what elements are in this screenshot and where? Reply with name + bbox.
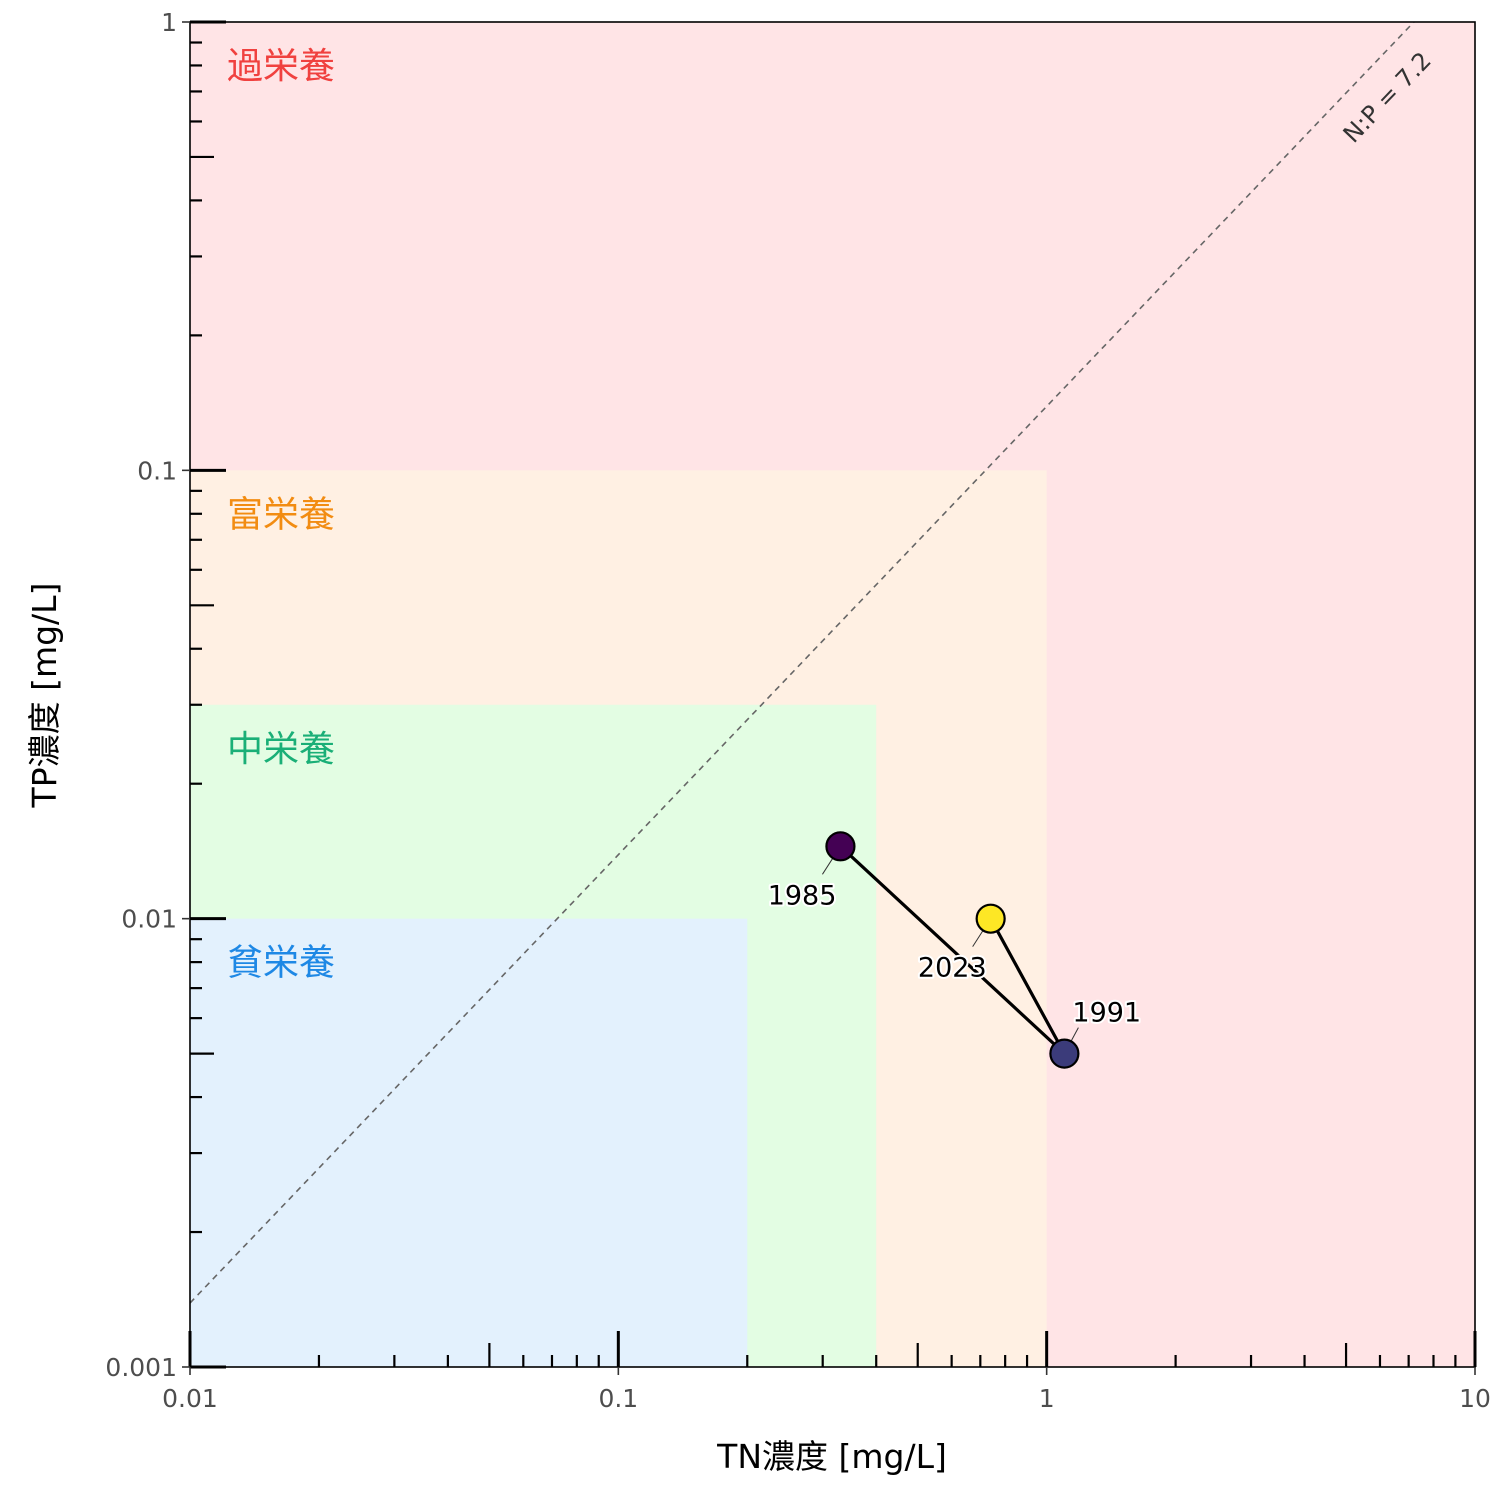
plot-border xyxy=(189,21,1476,1368)
y-tick-label-1: 0.01 xyxy=(121,905,177,934)
point-label-1991: 1991 xyxy=(1072,998,1141,1029)
point-label-1985: 1985 xyxy=(768,880,837,911)
zone-label-2: 中栄養 xyxy=(227,729,335,770)
zone-label-1: 富栄養 xyxy=(227,494,335,535)
y-tick-label-3: 1 xyxy=(161,8,177,37)
x-tick-label-1: 0.1 xyxy=(598,1384,638,1413)
zone-rect-3 xyxy=(190,918,748,1367)
data-points: 1985 1991 2023 xyxy=(766,831,1143,1069)
zone-label-3: 貧栄養 xyxy=(227,943,335,984)
point-1985 xyxy=(825,831,856,862)
zone-label-0: 過栄養 xyxy=(227,46,335,87)
point-2023 xyxy=(975,903,1006,934)
y-axis-title: TP濃度 [mg/L] xyxy=(25,583,64,809)
point-1991 xyxy=(1049,1038,1080,1069)
ratio-line xyxy=(189,21,1415,1304)
point-label-2023: 2023 xyxy=(918,953,987,984)
x-tick-label-0: 0.01 xyxy=(162,1384,218,1413)
x-tick-label-3: 10 xyxy=(1459,1384,1491,1413)
x-axis-title: TN濃度 [mg/L] xyxy=(716,1437,947,1476)
y-tick-label-0: 0.001 xyxy=(105,1353,177,1382)
plot-frame xyxy=(189,21,1476,1368)
x-tick-label-2: 1 xyxy=(1039,1384,1055,1413)
y-tick-label-2: 0.1 xyxy=(137,456,177,485)
